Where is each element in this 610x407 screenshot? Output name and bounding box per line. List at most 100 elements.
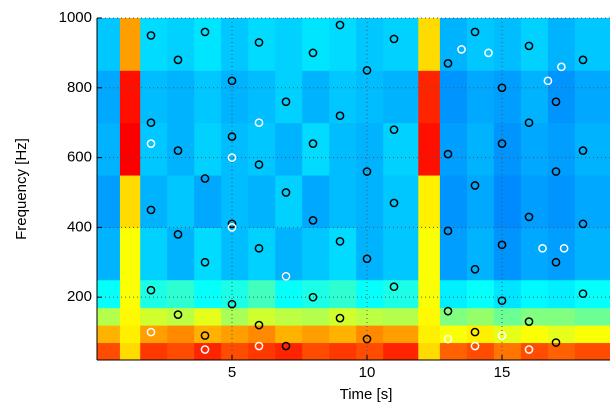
heatmap-cell xyxy=(119,307,141,326)
heatmap-cell xyxy=(418,227,441,281)
heatmap-cell xyxy=(574,342,610,361)
heatmap-cell xyxy=(167,342,195,361)
marker xyxy=(362,254,372,264)
heatmap-cell xyxy=(520,175,549,228)
heatmap-cell xyxy=(383,307,419,326)
marker xyxy=(389,34,399,44)
marker xyxy=(551,257,561,267)
marker xyxy=(146,31,156,40)
marker xyxy=(308,139,318,148)
marker xyxy=(362,167,372,176)
heatmap-cell xyxy=(140,342,168,361)
marker xyxy=(254,38,264,47)
marker xyxy=(578,146,588,155)
heatmap-cell xyxy=(302,342,330,361)
heatmap-cell xyxy=(418,307,441,326)
marker xyxy=(335,313,345,323)
marker xyxy=(543,76,553,86)
heatmap-cell xyxy=(493,70,522,124)
heatmap-cell xyxy=(547,342,576,361)
heatmap-cell xyxy=(302,227,330,281)
heatmap-cell xyxy=(547,279,576,309)
heatmap-cell xyxy=(574,227,610,281)
y-tick-label: 200 xyxy=(67,288,92,305)
marker xyxy=(557,62,566,72)
heatmap-cell xyxy=(466,227,495,281)
marker xyxy=(457,45,466,54)
heatmap-cell xyxy=(356,18,384,71)
marker xyxy=(551,97,561,107)
heatmap-cell xyxy=(383,279,419,309)
marker xyxy=(146,205,156,215)
marker xyxy=(146,118,156,128)
marker xyxy=(443,59,453,68)
x-tick-label: 15 xyxy=(494,364,511,381)
x-tick-label: 5 xyxy=(228,364,236,381)
heatmap-cell xyxy=(302,279,330,309)
x-tick-label: 10 xyxy=(359,364,376,381)
heatmap-cell xyxy=(167,175,195,228)
marker xyxy=(227,299,237,309)
marker xyxy=(389,125,399,135)
heatmap-cell xyxy=(356,227,384,281)
marker xyxy=(227,76,237,86)
marker xyxy=(146,139,156,148)
marker xyxy=(443,149,453,159)
marker xyxy=(497,240,507,250)
heatmap-cell xyxy=(466,18,495,71)
marker xyxy=(254,341,264,351)
marker xyxy=(389,282,399,292)
heatmap-cell xyxy=(356,175,384,228)
heatmap-cell xyxy=(547,175,576,228)
heatmap-cell xyxy=(439,342,468,361)
heatmap-cell xyxy=(418,18,441,71)
marker xyxy=(254,320,264,330)
heatmap-cell xyxy=(383,18,419,71)
marker xyxy=(484,48,493,58)
heatmap-cell xyxy=(275,122,303,176)
marker xyxy=(173,310,183,319)
heatmap-cell xyxy=(547,227,576,281)
heatmap-cell xyxy=(356,70,384,124)
marker xyxy=(227,223,237,232)
heatmap-cell xyxy=(140,279,168,309)
heatmap-cell xyxy=(329,342,357,361)
heatmap-cell xyxy=(439,227,468,281)
marker xyxy=(146,285,156,295)
heatmap-cell xyxy=(97,122,121,176)
heatmap-cell xyxy=(119,325,141,344)
heatmap-cell xyxy=(275,70,303,124)
heatmap-cell xyxy=(275,325,303,344)
heatmap-cell xyxy=(439,325,468,344)
marker xyxy=(578,55,588,65)
marker xyxy=(497,296,507,306)
marker xyxy=(524,317,534,326)
heatmap-cell xyxy=(493,307,522,326)
marker xyxy=(524,118,534,128)
heatmap-cell xyxy=(520,342,549,361)
heatmap-cell xyxy=(221,342,249,361)
heatmap-cell xyxy=(97,70,121,124)
heatmap-cell xyxy=(221,175,249,228)
heatmap-cell xyxy=(383,342,419,361)
heatmap-cell xyxy=(194,70,222,124)
marker xyxy=(200,257,210,267)
heatmap-cell xyxy=(119,122,141,176)
heatmap-cell xyxy=(520,70,549,124)
heatmap-cell xyxy=(275,307,303,326)
heatmap-cell xyxy=(383,175,419,228)
heatmap-cell xyxy=(329,122,357,176)
y-tick-label: 600 xyxy=(67,149,92,166)
marker xyxy=(308,48,318,58)
heatmap-cell xyxy=(418,279,441,309)
heatmap-cell xyxy=(329,325,357,344)
heatmap-cell xyxy=(119,70,141,124)
heatmap-cell xyxy=(275,279,303,309)
marker xyxy=(335,236,345,246)
marker xyxy=(578,219,588,229)
y-tick-label: 800 xyxy=(67,79,92,96)
heatmap-cell xyxy=(574,70,610,124)
marker xyxy=(443,306,453,316)
heatmap-cell xyxy=(194,307,222,326)
